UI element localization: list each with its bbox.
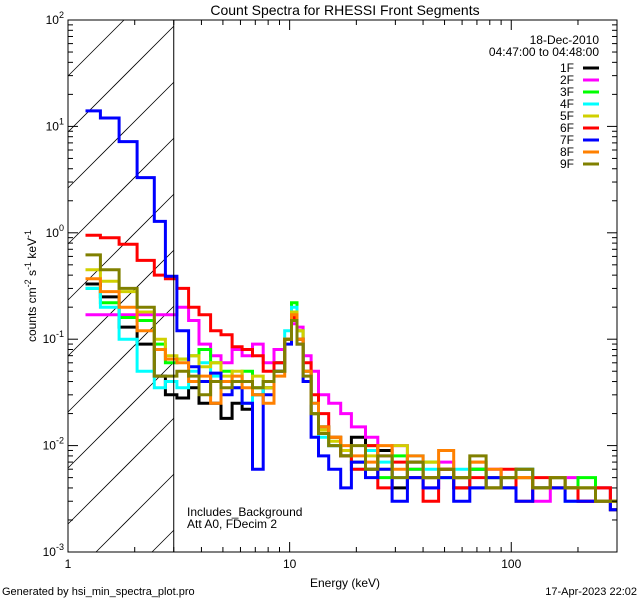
x-tick-label: 100 [501,557,521,571]
legend-label: 6F [560,121,574,135]
hatch-line [67,305,175,413]
y-tick-label: 10-2 [43,436,64,453]
legend-label: 9F [560,157,574,171]
hatch-line [151,529,175,553]
plot-frame [67,19,618,553]
x-axis-label: Energy (keV) [310,576,380,590]
legend-label: 8F [560,145,574,159]
hatch-line [67,361,175,469]
hatch-line [67,19,125,77]
series-9F [85,253,617,503]
annotation-background: Includes_Background [187,505,302,519]
hatch-line [67,81,175,189]
legend-label: 5F [560,109,574,123]
hatch-line [67,193,175,301]
date-label: 18-Dec-2010 [530,33,600,47]
footer-generated-by: Generated by hsi_min_spectra_plot.pro [2,586,195,598]
x-tick-label: 10 [283,557,297,571]
y-tick-label: 10-3 [43,542,64,559]
hatch-line [67,417,175,525]
annotation-attenuator: Att A0, FDecim 2 [187,517,277,531]
y-tick-label: 101 [46,116,64,133]
hatch-line [67,249,175,357]
legend-label: 1F [560,61,574,75]
legend-label: 7F [560,133,574,147]
legend-label: 2F [560,73,574,87]
legend-label: 4F [560,97,574,111]
chart-title: Count Spectra for RHESSI Front Segments [210,2,479,18]
x-tick-label: 1 [65,557,72,571]
y-axis-label: counts cm-2 s-1 keV-1 [23,230,39,342]
y-tick-label: 102 [46,10,64,27]
footer-timestamp: 17-Apr-2023 22:02 [545,586,637,598]
series-7F [85,109,617,512]
series-6F [85,233,617,512]
time-range-label: 04:47:00 to 04:48:00 [489,45,599,59]
excluded-region-hatch [67,19,175,553]
hatch-line [95,473,175,553]
hatch-line [67,25,175,133]
hatch-line [67,137,175,245]
y-tick-label: 10-1 [43,329,64,346]
legend-label: 3F [560,85,574,99]
y-tick-label: 100 [46,223,64,240]
